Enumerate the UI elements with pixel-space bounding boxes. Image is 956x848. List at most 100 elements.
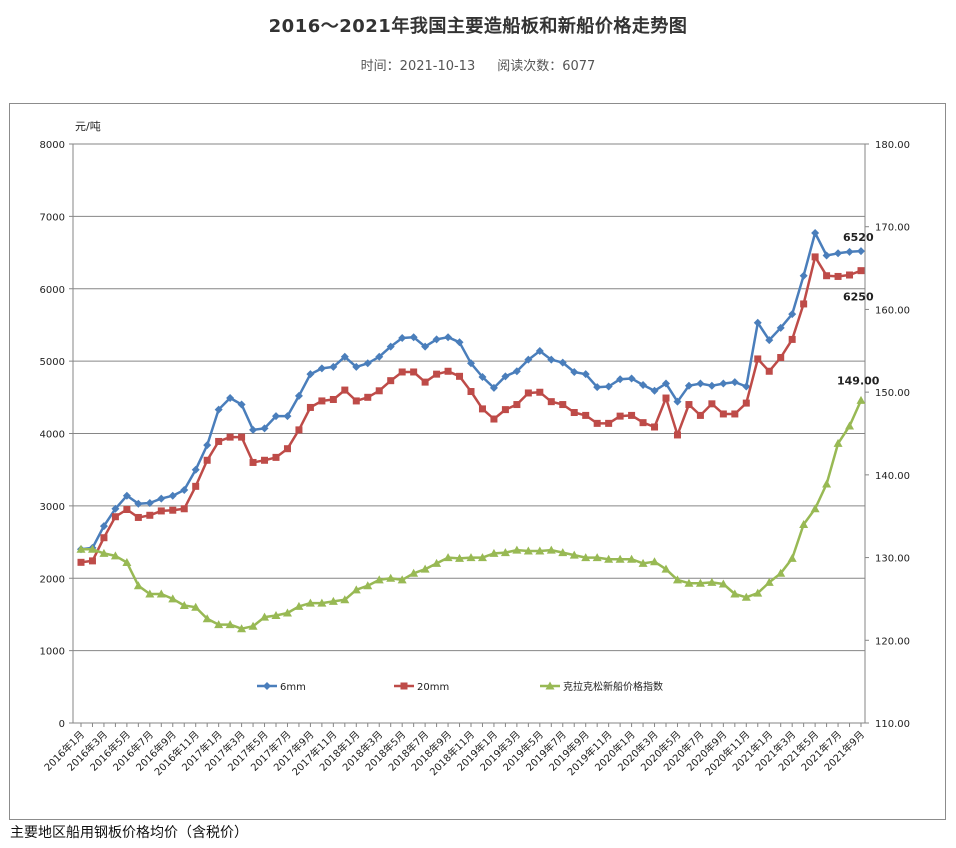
data-point [833, 438, 843, 447]
data-point [421, 378, 429, 386]
data-point [695, 578, 705, 587]
data-point [708, 400, 716, 408]
data-point [731, 410, 739, 418]
data-point [410, 368, 418, 376]
data-point [294, 601, 304, 610]
data-point [765, 336, 774, 345]
data-point [489, 383, 498, 392]
data-point [639, 419, 647, 427]
y-right-tick-label: 120.00 [875, 636, 910, 647]
data-point [456, 372, 464, 380]
y-left-tick-label: 8000 [40, 140, 65, 151]
data-point [191, 465, 200, 474]
data-point [444, 367, 452, 375]
data-point [616, 412, 624, 420]
data-point [615, 554, 625, 563]
data-point [764, 577, 774, 586]
data-point [753, 318, 762, 327]
y-right-tick-label: 110.00 [875, 719, 910, 730]
legend-label: 6mm [280, 682, 306, 693]
data-point [271, 610, 281, 619]
data-point [306, 403, 314, 411]
data-point [512, 545, 522, 554]
legend-label: 20mm [417, 682, 449, 693]
series-20mm [77, 253, 865, 566]
data-point [145, 498, 154, 507]
data-point [328, 596, 338, 605]
y-left-tick-label: 3000 [40, 502, 65, 513]
chart-frame [9, 103, 946, 820]
data-point [237, 400, 246, 409]
data-point [650, 386, 659, 395]
data-point [558, 548, 568, 557]
publish-time: 时间：2021-10-13 [360, 59, 476, 74]
data-point [467, 359, 475, 368]
data-point [99, 522, 108, 531]
data-point [76, 544, 86, 553]
data-point [742, 382, 751, 391]
data-point [730, 589, 740, 598]
data-point [593, 419, 601, 427]
data-point [122, 491, 131, 500]
data-point [340, 595, 350, 604]
data-point [535, 546, 545, 555]
data-point [776, 568, 786, 577]
legend-marker [545, 681, 555, 690]
data-point [524, 389, 532, 397]
y-left-tick-label: 7000 [40, 212, 65, 223]
data-point [146, 511, 154, 519]
data-point [478, 405, 486, 413]
data-point [696, 379, 705, 388]
data-point [180, 485, 189, 494]
data-point [604, 382, 613, 391]
data-point [214, 620, 224, 629]
data-point [627, 374, 636, 383]
data-point [134, 499, 143, 508]
data-point [249, 458, 257, 466]
data-point [157, 494, 166, 503]
y-left-tick-label: 0 [59, 719, 65, 730]
chart-caption: 主要地区船用钢板价格均价（含税价） [10, 825, 248, 841]
data-point [203, 456, 211, 464]
data-point [283, 445, 291, 453]
data-point [547, 398, 555, 406]
data-point [523, 546, 533, 555]
data-point [145, 589, 155, 598]
data-point [134, 513, 142, 521]
data-point [455, 553, 465, 562]
data-point [432, 335, 441, 344]
legend-item: 6mm [257, 682, 306, 693]
data-point [685, 401, 693, 409]
data-point [628, 411, 636, 419]
data-point [305, 598, 315, 607]
data-point [317, 598, 327, 607]
data-point [834, 249, 843, 258]
data-point [707, 577, 717, 586]
series-6mm [77, 229, 865, 554]
y-left-tick-label: 2000 [40, 574, 65, 585]
data-point [800, 300, 808, 308]
y-left-tick-label: 4000 [40, 430, 65, 441]
data-point [272, 453, 280, 461]
data-point [340, 352, 349, 361]
data-point [811, 229, 820, 238]
data-point [684, 381, 693, 390]
data-point [386, 342, 395, 351]
data-point [627, 554, 637, 563]
legend-marker [263, 682, 271, 690]
page-title: 2016～2021年我国主要造船板和新船价格走势图 [268, 16, 688, 37]
data-point [420, 564, 430, 573]
data-point [570, 367, 579, 376]
data-point [180, 505, 188, 513]
data-point [823, 272, 831, 280]
data-point [398, 368, 406, 376]
data-point [478, 373, 487, 382]
data-point [650, 557, 660, 566]
data-point [536, 388, 544, 396]
labels: 8000 7000 6000 5000 4000 3000 2000 1000 0 180.00 1… [40, 120, 910, 778]
data-point [329, 362, 338, 371]
data-point [673, 397, 682, 406]
data-point [215, 437, 223, 445]
data-point [260, 424, 269, 433]
